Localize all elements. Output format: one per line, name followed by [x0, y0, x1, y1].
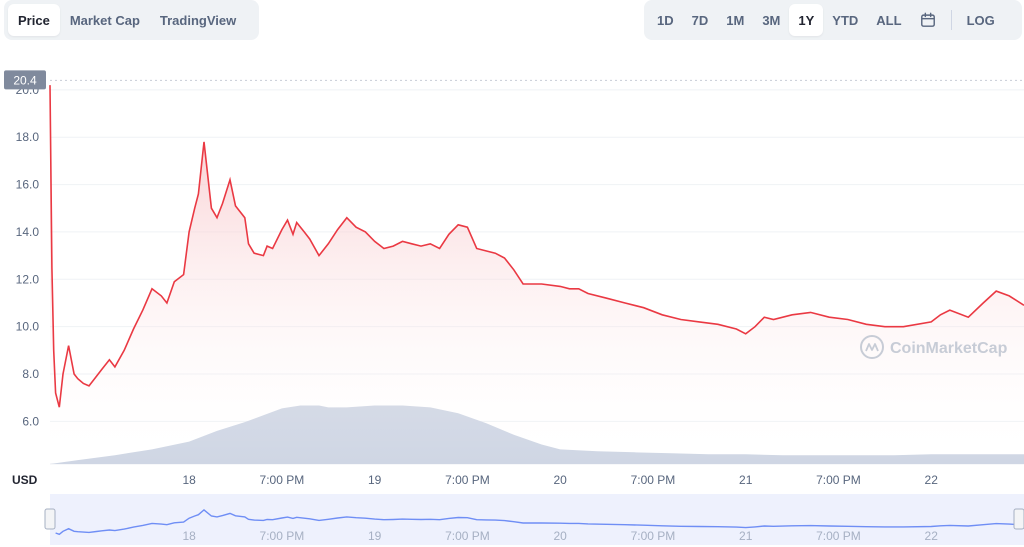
- price-chart[interactable]: CoinMarketCap 6.0 8.0 10.0 12.0 14.0 16.0 18.0…: [0, 56, 1024, 547]
- x-tick-label: 21: [739, 473, 753, 487]
- tab-market-cap[interactable]: Market Cap: [69, 12, 140, 28]
- x-tick-label: 22: [925, 473, 939, 487]
- log-scale-toggle[interactable]: LOG: [966, 12, 995, 28]
- price-area-fill: [50, 85, 1024, 464]
- y-tick-label: 12.0: [16, 272, 40, 286]
- navigator-left-handle[interactable]: [44, 508, 56, 530]
- chart-view-tabs: Price Market Cap TradingView: [4, 0, 259, 40]
- range-1d[interactable]: 1D: [657, 12, 674, 28]
- navigator-tick-label: 7:00 PM: [260, 529, 305, 543]
- calendar-icon-glyph: [920, 12, 935, 27]
- tab-tradingview[interactable]: TradingView: [159, 12, 237, 28]
- current-price-label: 20.4: [13, 73, 37, 87]
- y-tick-label: 6.0: [22, 414, 39, 428]
- navigator-line: [55, 508, 1024, 536]
- price-line: [49, 85, 1024, 408]
- watermark-text: CoinMarketCap: [890, 340, 1008, 357]
- x-tick-label: 7:00 PM: [260, 473, 305, 487]
- navigator-tick-label: 21: [739, 529, 753, 543]
- range-ytd[interactable]: YTD: [832, 12, 859, 28]
- coinmarketcap-watermark: CoinMarketCap: [860, 335, 1008, 359]
- range-1m[interactable]: 1M: [726, 12, 745, 28]
- navigator-tick-label: 7:00 PM: [631, 529, 676, 543]
- navigator-tick-label: 22: [925, 529, 939, 543]
- y-tick-label: 10.0: [16, 320, 40, 334]
- current-price-tag: 20.4: [4, 70, 46, 90]
- x-tick-label: 19: [368, 473, 382, 487]
- range-navigator[interactable]: 18 7:00 PM 19 7:00 PM 20 7:00 PM 21 7:00 PM 22: [44, 494, 1024, 545]
- currency-label: USD: [12, 473, 38, 487]
- y-tick-label: 18.0: [16, 130, 40, 144]
- range-7d[interactable]: 7D: [691, 12, 709, 28]
- navigator-right-handle[interactable]: [1013, 508, 1024, 530]
- range-1y[interactable]: 1Y: [789, 4, 824, 36]
- tab-price[interactable]: Price: [8, 4, 60, 36]
- calendar-icon[interactable]: [911, 4, 945, 36]
- x-tick-label: 18: [182, 473, 196, 487]
- x-tick-label: 20: [554, 473, 568, 487]
- y-tick-label: 14.0: [16, 225, 40, 239]
- range-3m[interactable]: 3M: [762, 12, 781, 28]
- range-all[interactable]: ALL: [876, 12, 902, 28]
- navigator-tick-label: 7:00 PM: [816, 529, 861, 543]
- x-tick-label: 7:00 PM: [631, 473, 676, 487]
- y-tick-label: 16.0: [16, 178, 40, 192]
- navigator-tick-label: 19: [368, 529, 382, 543]
- time-range-selector: 1D 7D 1M 3M 1Y YTD ALL LOG: [644, 0, 1022, 40]
- x-tick-label: 7:00 PM: [816, 473, 861, 487]
- separator: [950, 10, 952, 30]
- navigator-tick-label: 18: [182, 529, 196, 543]
- x-tick-label: 7:00 PM: [445, 473, 490, 487]
- y-tick-label: 8.0: [22, 367, 39, 381]
- navigator-tick-label: 7:00 PM: [445, 529, 490, 543]
- navigator-tick-label: 20: [554, 529, 568, 543]
